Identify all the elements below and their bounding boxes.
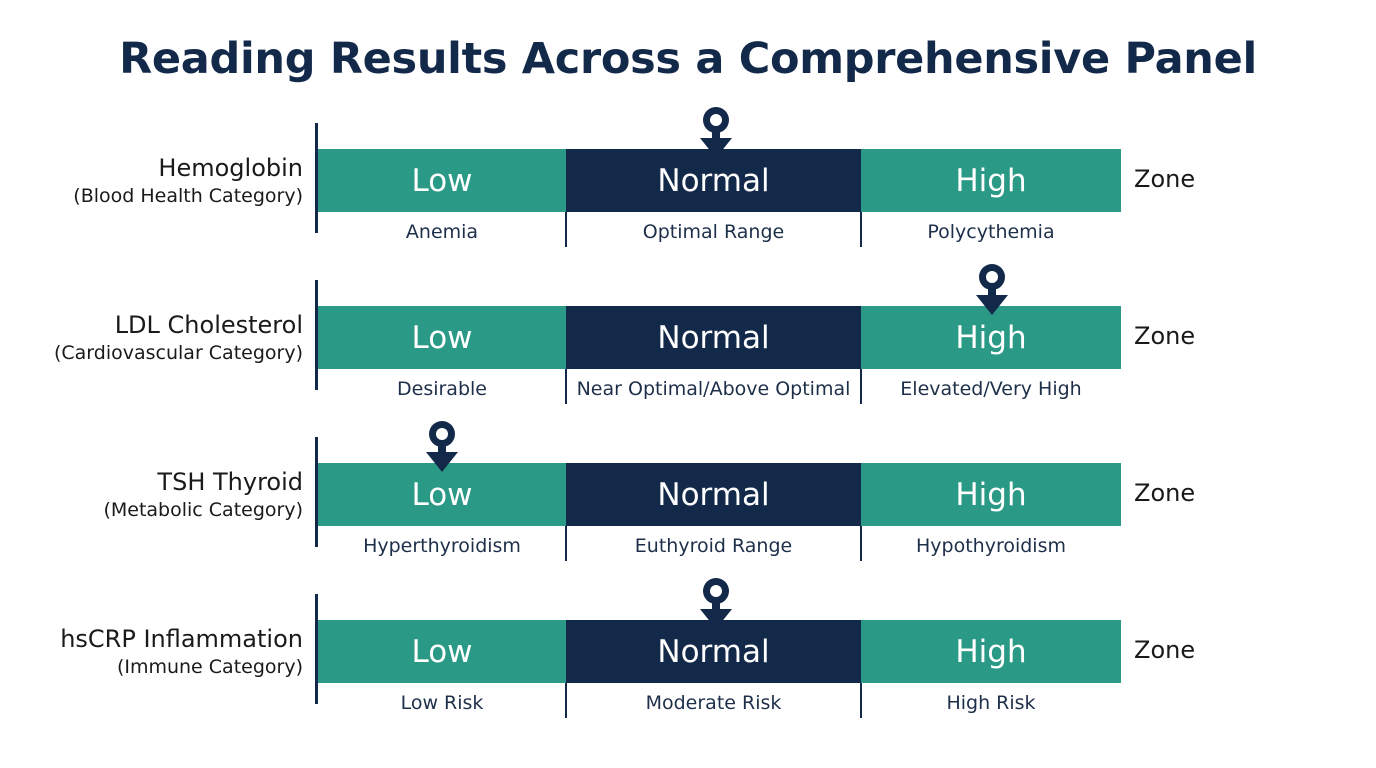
axis-line — [315, 280, 318, 390]
test-category: (Cardiovascular Category) — [53, 342, 303, 364]
zone-high-segment: High — [861, 463, 1121, 526]
zone-high-segment: High — [861, 149, 1121, 212]
test-label: hsCRP Inflammation (Immune Category) — [60, 624, 303, 680]
location-pin-icon — [700, 107, 732, 158]
zone-high-segment: High — [861, 306, 1121, 369]
divider — [860, 683, 862, 718]
axis-line — [315, 123, 318, 233]
zone-normal-description: Near Optimal/Above Optimal — [576, 378, 851, 400]
zone-high-description: Elevated/Very High — [900, 378, 1082, 400]
zone-low-segment: Low — [318, 463, 566, 526]
test-label: Hemoglobin (Blood Health Category) — [73, 153, 303, 209]
zone-normal-description: Optimal Range — [642, 221, 785, 243]
test-label: LDL Cholesterol (Cardiovascular Category… — [54, 310, 303, 366]
axis-line — [315, 437, 318, 547]
panel-row-hscrp-inflammation: hsCRP Inflammation (Immune Category) Low… — [0, 578, 1376, 744]
panel-row-tsh-thyroid: TSH Thyroid (Metabolic Category) Low Nor… — [0, 421, 1376, 587]
zone-high-description: Hypothyroidism — [916, 535, 1066, 557]
zone-label: Zone — [1134, 322, 1196, 350]
location-pin-icon — [426, 421, 458, 472]
location-pin-icon — [700, 578, 732, 629]
divider — [565, 212, 567, 247]
zone-high-description: High Risk — [946, 692, 1036, 714]
location-pin-icon — [976, 264, 1008, 315]
test-name: Hemoglobin — [158, 154, 303, 182]
test-label: TSH Thyroid (Metabolic Category) — [103, 467, 303, 523]
zone-high-description: Polycythemia — [927, 221, 1055, 243]
panel-row-ldl-cholesterol: LDL Cholesterol (Cardiovascular Category… — [0, 264, 1376, 430]
zone-normal-segment: Normal — [566, 463, 861, 526]
zone-label: Zone — [1134, 636, 1196, 664]
zone-normal-segment: Normal — [566, 306, 861, 369]
panel-row-hemoglobin: Hemoglobin (Blood Health Category) Low N… — [0, 107, 1376, 273]
zone-normal-segment: Normal — [566, 149, 861, 212]
test-category: (Blood Health Category) — [73, 185, 303, 207]
axis-line — [315, 594, 318, 704]
zone-low-description: Low Risk — [400, 692, 484, 714]
test-name: TSH Thyroid — [157, 468, 303, 496]
zone-normal-description: Moderate Risk — [645, 692, 782, 714]
divider — [565, 369, 567, 404]
divider — [565, 526, 567, 561]
zone-low-description: Hyperthyroidism — [363, 535, 521, 557]
zone-label: Zone — [1134, 165, 1196, 193]
test-category: (Immune Category) — [116, 656, 303, 678]
page-title: Reading Results Across a Comprehensive P… — [119, 34, 1257, 84]
test-category: (Metabolic Category) — [103, 499, 303, 521]
test-name: hsCRP Inflammation — [60, 625, 303, 653]
divider — [860, 212, 862, 247]
divider — [565, 683, 567, 718]
zone-low-description: Desirable — [397, 378, 487, 400]
zone-low-segment: Low — [318, 149, 566, 212]
zone-high-segment: High — [861, 620, 1121, 683]
zone-normal-description: Euthyroid Range — [634, 535, 793, 557]
divider — [860, 526, 862, 561]
zone-low-segment: Low — [318, 306, 566, 369]
test-name: LDL Cholesterol — [114, 311, 303, 339]
zone-normal-segment: Normal — [566, 620, 861, 683]
divider — [860, 369, 862, 404]
zone-low-segment: Low — [318, 620, 566, 683]
zone-low-description: Anemia — [405, 221, 479, 243]
zone-label: Zone — [1134, 479, 1196, 507]
